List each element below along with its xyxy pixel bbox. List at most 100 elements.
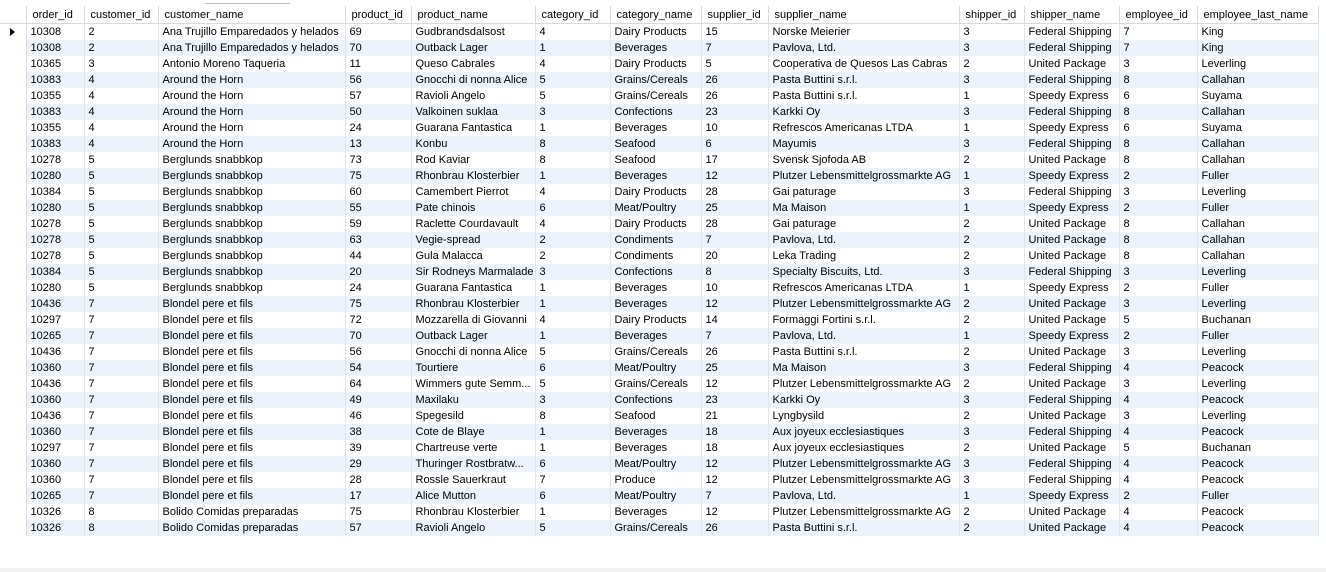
cell-employee-last-name[interactable]: Suyama [1197, 88, 1319, 104]
table-row[interactable]: 10436 7 Blondel pere et fils 56 Gnocchi di n… [0, 344, 1319, 360]
cell-supplier-id[interactable]: 6 [701, 136, 769, 152]
row-selector[interactable] [0, 488, 27, 504]
cell-product-name[interactable]: Camembert Pierrot [411, 184, 536, 200]
cell-product-id[interactable]: 75 [345, 168, 412, 184]
cell-customer-id[interactable]: 7 [84, 488, 159, 504]
row-selector[interactable] [0, 232, 27, 248]
cell-shipper-name[interactable]: Federal Shipping [1024, 184, 1120, 200]
cell-customer-name[interactable]: Berglunds snabbkop [158, 216, 346, 232]
cell-employee-id[interactable]: 8 [1119, 136, 1198, 152]
cell-supplier-id[interactable]: 25 [701, 360, 769, 376]
cell-product-name[interactable]: Spegesild [411, 408, 536, 424]
cell-category-id[interactable]: 6 [535, 456, 611, 472]
table-row[interactable]: 10384 5 Berglunds snabbkop 60 Camembert Pier… [0, 184, 1319, 200]
cell-employee-id[interactable]: 2 [1119, 328, 1198, 344]
cell-category-id[interactable]: 1 [535, 280, 611, 296]
cell-product-id[interactable]: 20 [345, 264, 412, 280]
table-row[interactable]: 10360 7 Blondel pere et fils 38 Cote de Blay… [0, 424, 1319, 440]
cell-customer-name[interactable]: Blondel pere et fils [158, 328, 346, 344]
cell-category-name[interactable]: Condiments [610, 232, 702, 248]
cell-shipper-name[interactable]: Federal Shipping [1024, 136, 1120, 152]
cell-order-id[interactable]: 10436 [26, 296, 85, 312]
cell-customer-name[interactable]: Around the Horn [158, 72, 346, 88]
cell-product-name[interactable]: Maxilaku [411, 392, 536, 408]
cell-category-name[interactable]: Seafood [610, 136, 702, 152]
cell-category-id[interactable]: 5 [535, 520, 611, 536]
cell-customer-id[interactable]: 8 [84, 520, 159, 536]
row-selector[interactable] [0, 120, 27, 136]
cell-shipper-name[interactable]: Federal Shipping [1024, 264, 1120, 280]
row-selector[interactable] [0, 152, 27, 168]
cell-customer-id[interactable]: 5 [84, 200, 159, 216]
cell-shipper-id[interactable]: 3 [959, 184, 1025, 200]
cell-employee-last-name[interactable]: Callahan [1197, 248, 1319, 264]
cell-product-id[interactable]: 29 [345, 456, 412, 472]
cell-employee-id[interactable]: 3 [1119, 184, 1198, 200]
cell-category-name[interactable]: Confections [610, 392, 702, 408]
cell-employee-id[interactable]: 7 [1119, 40, 1198, 56]
cell-employee-id[interactable]: 5 [1119, 312, 1198, 328]
cell-supplier-id[interactable]: 28 [701, 216, 769, 232]
cell-customer-name[interactable]: Berglunds snabbkop [158, 280, 346, 296]
column-header[interactable]: category_name [610, 6, 702, 24]
cell-product-id[interactable]: 38 [345, 424, 412, 440]
table-row[interactable]: 10365 3 Antonio Moreno Taqueria 11 Queso Cab… [0, 56, 1319, 72]
cell-shipper-name[interactable]: United Package [1024, 232, 1120, 248]
cell-supplier-id[interactable]: 10 [701, 120, 769, 136]
cell-shipper-name[interactable]: Speedy Express [1024, 168, 1120, 184]
cell-customer-id[interactable]: 7 [84, 456, 159, 472]
cell-category-id[interactable]: 8 [535, 136, 611, 152]
cell-product-name[interactable]: Mozzarella di Giovanni [411, 312, 536, 328]
cell-customer-name[interactable]: Blondel pere et fils [158, 440, 346, 456]
cell-category-name[interactable]: Beverages [610, 296, 702, 312]
cell-supplier-name[interactable]: Pasta Buttini s.r.l. [768, 72, 960, 88]
cell-supplier-name[interactable]: Svensk Sjofoda AB [768, 152, 960, 168]
column-header[interactable]: product_name [411, 6, 536, 24]
cell-supplier-id[interactable]: 20 [701, 248, 769, 264]
cell-shipper-id[interactable]: 2 [959, 312, 1025, 328]
cell-supplier-name[interactable]: Aux joyeux ecclesiastiques [768, 440, 960, 456]
cell-employee-last-name[interactable]: Peacock [1197, 472, 1319, 488]
row-selector[interactable] [0, 168, 27, 184]
cell-product-name[interactable]: Ravioli Angelo [411, 520, 536, 536]
cell-order-id[interactable]: 10280 [26, 280, 85, 296]
cell-employee-id[interactable]: 2 [1119, 280, 1198, 296]
cell-product-id[interactable]: 57 [345, 88, 412, 104]
cell-customer-name[interactable]: Ana Trujillo Emparedados y helados [158, 23, 346, 40]
table-row[interactable]: 10280 5 Berglunds snabbkop 55 Pate chinois 6 M… [0, 200, 1319, 216]
cell-category-name[interactable]: Confections [610, 264, 702, 280]
cell-shipper-id[interactable]: 1 [959, 120, 1025, 136]
cell-category-id[interactable]: 1 [535, 40, 611, 56]
cell-shipper-id[interactable]: 1 [959, 488, 1025, 504]
cell-employee-last-name[interactable]: Suyama [1197, 120, 1319, 136]
cell-employee-last-name[interactable]: Peacock [1197, 392, 1319, 408]
cell-shipper-name[interactable]: Federal Shipping [1024, 456, 1120, 472]
cell-employee-last-name[interactable]: Leverling [1197, 184, 1319, 200]
cell-product-id[interactable]: 69 [345, 23, 412, 40]
cell-category-id[interactable]: 4 [535, 56, 611, 72]
cell-customer-name[interactable]: Blondel pere et fils [158, 344, 346, 360]
cell-order-id[interactable]: 10360 [26, 472, 85, 488]
cell-employee-last-name[interactable]: King [1197, 23, 1319, 40]
cell-customer-id[interactable]: 5 [84, 264, 159, 280]
cell-shipper-name[interactable]: Federal Shipping [1024, 104, 1120, 120]
cell-employee-id[interactable]: 8 [1119, 152, 1198, 168]
cell-shipper-name[interactable]: United Package [1024, 520, 1120, 536]
cell-customer-id[interactable]: 7 [84, 328, 159, 344]
cell-product-id[interactable]: 11 [345, 56, 412, 72]
cell-employee-id[interactable]: 3 [1119, 296, 1198, 312]
cell-supplier-name[interactable]: Plutzer Lebensmittelgrossmarkte AG [768, 472, 960, 488]
cell-employee-last-name[interactable]: Callahan [1197, 104, 1319, 120]
cell-shipper-name[interactable]: Federal Shipping [1024, 23, 1120, 40]
cell-order-id[interactable]: 10297 [26, 440, 85, 456]
cell-order-id[interactable]: 10383 [26, 136, 85, 152]
cell-category-id[interactable]: 6 [535, 200, 611, 216]
row-selector[interactable] [0, 328, 27, 344]
cell-product-name[interactable]: Raclette Courdavault [411, 216, 536, 232]
cell-category-id[interactable]: 1 [535, 504, 611, 520]
cell-supplier-id[interactable]: 26 [701, 88, 769, 104]
cell-customer-name[interactable]: Around the Horn [158, 120, 346, 136]
column-header[interactable]: employee_id [1119, 6, 1198, 24]
table-row[interactable]: 10308 2 Ana Trujillo Emparedados y helados… [0, 23, 1319, 40]
cell-product-name[interactable]: Sir Rodneys Marmalade [411, 264, 536, 280]
